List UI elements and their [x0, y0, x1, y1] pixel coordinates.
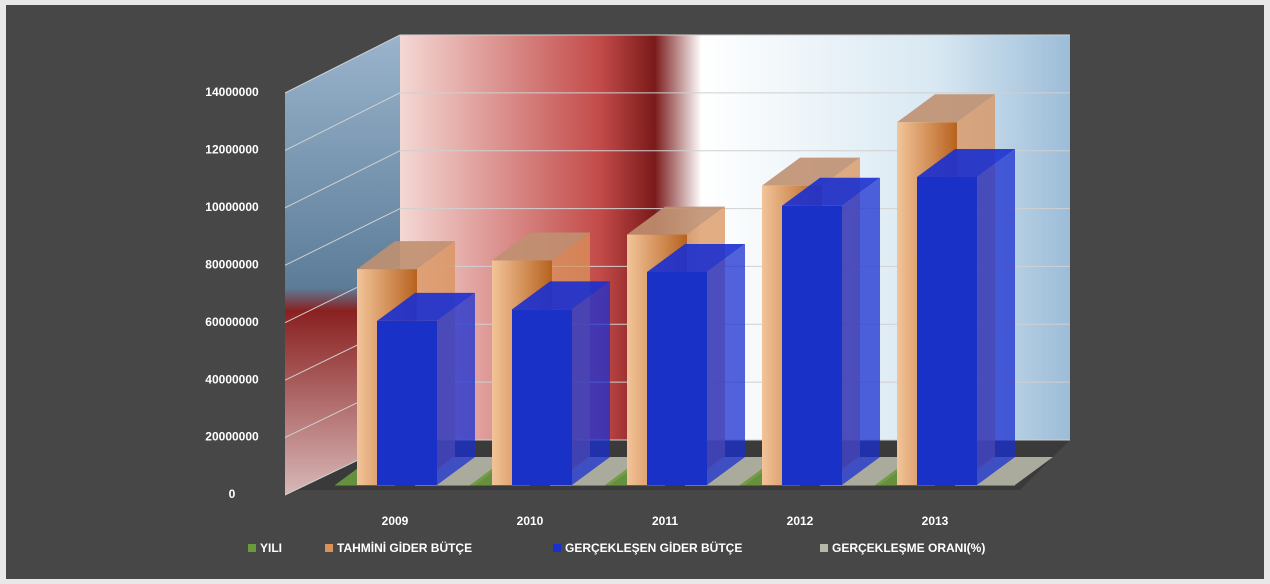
bar-top — [627, 206, 725, 235]
bar-top — [377, 292, 475, 321]
bar-side — [707, 243, 745, 485]
y-tick-label: 20000000 — [205, 430, 259, 444]
bar — [470, 484, 530, 486]
y-tick-label: 40000000 — [205, 372, 259, 386]
bar — [377, 320, 437, 485]
bar — [875, 484, 935, 486]
grid-line-side — [284, 208, 401, 266]
x-tick-label: 2011 — [652, 514, 678, 528]
y-tick-label: 60000000 — [205, 315, 259, 329]
bar-top — [897, 94, 995, 123]
y-tick-label: 10000000 — [205, 200, 259, 214]
bar — [550, 484, 610, 486]
x-tick-label: 2013 — [922, 514, 949, 528]
legend-swatch — [248, 544, 256, 552]
grid-line-side — [284, 92, 401, 151]
x-tick-label: 2010 — [517, 514, 544, 528]
bar-top — [357, 241, 455, 270]
bar-side — [1015, 456, 1053, 485]
bar-top — [492, 232, 590, 261]
y-tick-label: 14000000 — [205, 85, 259, 99]
legend-swatch — [820, 544, 828, 552]
grid-line-side — [284, 34, 401, 94]
bar-side — [842, 177, 880, 485]
bar — [955, 484, 1015, 486]
bar — [782, 205, 842, 485]
bar — [605, 484, 665, 486]
legend-label: YILI — [260, 541, 282, 555]
bar — [335, 484, 395, 486]
bar-side — [977, 148, 1015, 485]
bar-top — [917, 148, 1015, 177]
bar — [740, 484, 800, 486]
bar — [512, 309, 572, 485]
x-tick-label: 2009 — [382, 514, 409, 528]
bar — [820, 484, 880, 486]
x-tick-label: 2012 — [787, 514, 814, 528]
y-tick-label: 12000000 — [205, 143, 259, 157]
bar — [685, 484, 745, 486]
bar-top — [762, 157, 860, 186]
bar-top — [782, 177, 880, 206]
legend-swatch — [325, 544, 333, 552]
bar-top — [512, 281, 610, 310]
bar-top — [647, 243, 745, 272]
bar — [647, 271, 707, 485]
legend-label: GERÇEKLEŞEN GİDER BÜTÇE — [565, 540, 742, 555]
legend-label: GERÇEKLEŞME ORANI(%) — [832, 541, 985, 555]
grid-line-side — [284, 150, 401, 209]
legend-label: TAHMİNİ GİDER BÜTÇE — [337, 540, 472, 555]
bar-side — [437, 292, 475, 485]
bar — [917, 176, 977, 485]
legend-swatch — [553, 544, 561, 552]
y-tick-label: 80000000 — [205, 257, 259, 271]
bar-side — [572, 281, 610, 485]
bar — [415, 484, 475, 486]
y-tick-label: 0 — [229, 487, 236, 501]
